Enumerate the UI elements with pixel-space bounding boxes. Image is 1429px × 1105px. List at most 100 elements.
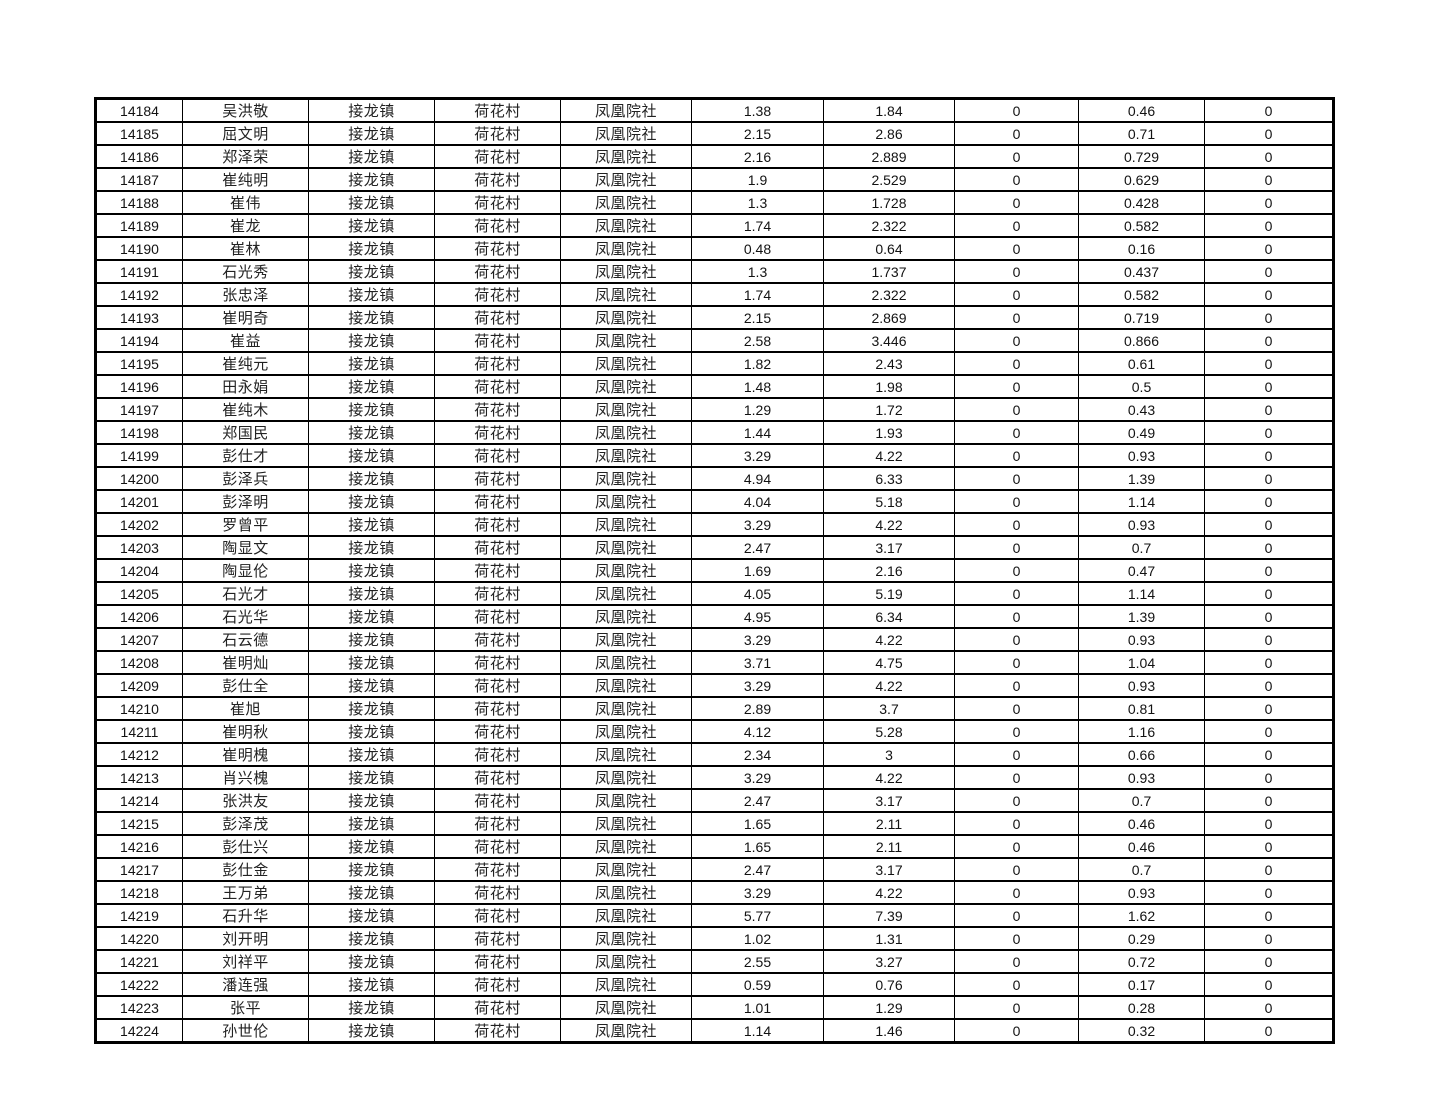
cell-value-5: 0: [1204, 328, 1334, 353]
cell-value-1: 1.01: [691, 995, 824, 1020]
cell-record-id: 14184: [95, 97, 183, 123]
cell-town: 接龙镇: [308, 696, 435, 721]
cell-value-2: 2.16: [823, 558, 955, 583]
cell-village: 荷花村: [434, 489, 561, 514]
cell-record-id: 14212: [95, 742, 183, 767]
cell-person-name: 崔明灿: [182, 650, 309, 675]
cell-community: 凤凰院社: [560, 995, 692, 1020]
cell-value-3: 0: [954, 742, 1079, 767]
cell-community: 凤凰院社: [560, 949, 692, 974]
table-row: 14200 彭泽兵 接龙镇 荷花村 凤凰院社 4.94 6.33 0 1.39 0: [95, 466, 1334, 491]
cell-village: 荷花村: [434, 259, 561, 284]
table-row: 14184 吴洪敬 接龙镇 荷花村 凤凰院社 1.38 1.84 0 0.46 0: [95, 97, 1334, 123]
cell-community: 凤凰院社: [560, 535, 692, 560]
cell-person-name: 崔明槐: [182, 742, 309, 767]
cell-person-name: 孙世伦: [182, 1018, 309, 1044]
cell-person-name: 屈文明: [182, 121, 309, 146]
cell-record-id: 14217: [95, 857, 183, 882]
cell-town: 接龙镇: [308, 627, 435, 652]
cell-record-id: 14208: [95, 650, 183, 675]
cell-town: 接龙镇: [308, 535, 435, 560]
cell-community: 凤凰院社: [560, 834, 692, 859]
cell-value-4: 0.29: [1078, 926, 1205, 951]
cell-value-5: 0: [1204, 995, 1334, 1020]
cell-value-3: 0: [954, 627, 1079, 652]
cell-person-name: 石光才: [182, 581, 309, 606]
cell-value-2: 4.75: [823, 650, 955, 675]
cell-record-id: 14197: [95, 397, 183, 422]
cell-village: 荷花村: [434, 512, 561, 537]
cell-value-2: 6.33: [823, 466, 955, 491]
cell-record-id: 14194: [95, 328, 183, 353]
table-row: 14213 肖兴槐 接龙镇 荷花村 凤凰院社 3.29 4.22 0 0.93 0: [95, 765, 1334, 790]
cell-person-name: 彭泽明: [182, 489, 309, 514]
cell-village: 荷花村: [434, 696, 561, 721]
cell-value-4: 0.72: [1078, 949, 1205, 974]
cell-community: 凤凰院社: [560, 1018, 692, 1044]
cell-value-4: 0.49: [1078, 420, 1205, 445]
cell-village: 荷花村: [434, 627, 561, 652]
cell-town: 接龙镇: [308, 397, 435, 422]
cell-value-1: 1.69: [691, 558, 824, 583]
cell-value-2: 0.76: [823, 972, 955, 997]
cell-value-5: 0: [1204, 1018, 1334, 1044]
cell-value-1: 1.38: [691, 97, 824, 123]
cell-person-name: 刘祥平: [182, 949, 309, 974]
cell-value-2: 5.19: [823, 581, 955, 606]
cell-value-4: 0.7: [1078, 788, 1205, 813]
cell-record-id: 14218: [95, 880, 183, 905]
cell-value-3: 0: [954, 581, 1079, 606]
cell-record-id: 14188: [95, 190, 183, 215]
cell-value-5: 0: [1204, 949, 1334, 974]
cell-town: 接龙镇: [308, 328, 435, 353]
cell-town: 接龙镇: [308, 236, 435, 261]
table-row: 14188 崔伟 接龙镇 荷花村 凤凰院社 1.3 1.728 0 0.428 0: [95, 190, 1334, 215]
cell-person-name: 田永娟: [182, 374, 309, 399]
cell-town: 接龙镇: [308, 650, 435, 675]
cell-value-3: 0: [954, 926, 1079, 951]
cell-village: 荷花村: [434, 167, 561, 192]
cell-value-5: 0: [1204, 811, 1334, 836]
cell-value-4: 0.17: [1078, 972, 1205, 997]
cell-community: 凤凰院社: [560, 719, 692, 744]
cell-value-3: 0: [954, 213, 1079, 238]
cell-value-5: 0: [1204, 627, 1334, 652]
cell-value-4: 0.93: [1078, 443, 1205, 468]
cell-community: 凤凰院社: [560, 512, 692, 537]
cell-value-5: 0: [1204, 305, 1334, 330]
table-row: 14187 崔纯明 接龙镇 荷花村 凤凰院社 1.9 2.529 0 0.629 0: [95, 167, 1334, 192]
table-row: 14198 郑国民 接龙镇 荷花村 凤凰院社 1.44 1.93 0 0.49 0: [95, 420, 1334, 445]
cell-community: 凤凰院社: [560, 144, 692, 169]
cell-town: 接龙镇: [308, 443, 435, 468]
cell-village: 荷花村: [434, 97, 561, 123]
cell-community: 凤凰院社: [560, 581, 692, 606]
cell-value-1: 4.94: [691, 466, 824, 491]
cell-value-4: 0.71: [1078, 121, 1205, 146]
cell-value-5: 0: [1204, 512, 1334, 537]
cell-value-4: 0.7: [1078, 535, 1205, 560]
cell-town: 接龙镇: [308, 259, 435, 284]
table-row: 14197 崔纯木 接龙镇 荷花村 凤凰院社 1.29 1.72 0 0.43 0: [95, 397, 1334, 422]
cell-community: 凤凰院社: [560, 742, 692, 767]
cell-record-id: 14222: [95, 972, 183, 997]
cell-value-1: 1.29: [691, 397, 824, 422]
cell-person-name: 王万弟: [182, 880, 309, 905]
cell-value-4: 0.81: [1078, 696, 1205, 721]
cell-town: 接龙镇: [308, 604, 435, 629]
cell-value-4: 0.93: [1078, 673, 1205, 698]
cell-record-id: 14209: [95, 673, 183, 698]
cell-town: 接龙镇: [308, 121, 435, 146]
cell-town: 接龙镇: [308, 351, 435, 376]
cell-value-5: 0: [1204, 834, 1334, 859]
cell-record-id: 14206: [95, 604, 183, 629]
cell-value-5: 0: [1204, 466, 1334, 491]
cell-record-id: 14187: [95, 167, 183, 192]
cell-value-5: 0: [1204, 167, 1334, 192]
cell-value-4: 1.39: [1078, 466, 1205, 491]
cell-village: 荷花村: [434, 443, 561, 468]
cell-value-1: 2.47: [691, 535, 824, 560]
cell-person-name: 陶显伦: [182, 558, 309, 583]
table-row: 14201 彭泽明 接龙镇 荷花村 凤凰院社 4.04 5.18 0 1.14 0: [95, 489, 1334, 514]
cell-village: 荷花村: [434, 535, 561, 560]
cell-record-id: 14199: [95, 443, 183, 468]
